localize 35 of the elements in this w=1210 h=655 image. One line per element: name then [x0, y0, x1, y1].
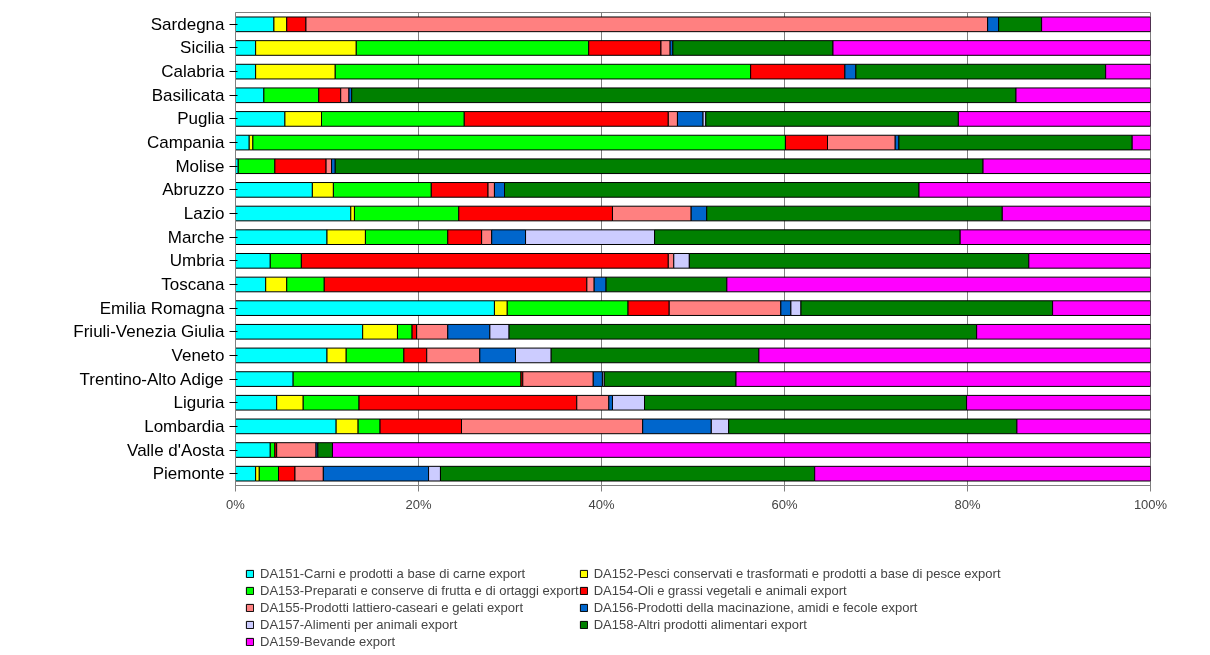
y-tick-label: Umbria	[169, 251, 226, 271]
y-tick-label: Valle d'Aosta	[127, 440, 226, 460]
y-tick-label: Molise	[175, 156, 225, 176]
y-tick-label: Basilicata	[151, 85, 226, 105]
y-tick-label: Toscana	[161, 274, 226, 294]
x-tick-label: 0%	[226, 496, 246, 512]
y-tick-label: Piemonte	[152, 464, 225, 484]
y-tick-label: Liguria	[173, 393, 226, 413]
x-tick-label: 20%	[405, 496, 432, 512]
legend-label: DA157-Alimenti per animali export	[260, 616, 458, 633]
legend-label: DA151-Carni e prodotti a base di carne export	[260, 565, 526, 582]
x-tick-label: 40%	[588, 496, 615, 512]
legend-label: DA152-Pesci conservati e trasformati e prodotti a base di pesce export	[593, 565, 1001, 582]
legend-label: DA153-Preparati e conserve di frutta e di ortaggi export	[260, 582, 579, 599]
y-tick-label: Lazio	[183, 204, 225, 224]
x-tick-label: 100%	[1133, 496, 1168, 512]
y-tick-label: Friuli-Venezia Giulia	[73, 322, 226, 342]
y-tick-label: Puglia	[177, 109, 226, 129]
y-tick-label: Calabria	[161, 62, 226, 82]
y-tick-label: Emilia Romagna	[99, 298, 226, 318]
legend-label: DA156-Prodotti della macinazione, amidi e fecole export	[593, 599, 918, 616]
legend-label: DA154-Oli e grassi vegetali e animali export	[593, 582, 847, 599]
y-tick-label: Campania	[147, 133, 226, 153]
y-tick-label: Sardegna	[150, 14, 226, 34]
legend-label: DA159-Bevande export	[260, 633, 396, 650]
y-tick-label: Marche	[167, 227, 225, 247]
y-tick-label: Sicilia	[180, 38, 226, 58]
x-tick-label: 80%	[954, 496, 981, 512]
y-tick-label: Trentino-Alto Adige	[79, 369, 224, 389]
y-tick-label: Lombardia	[144, 416, 226, 436]
legend-label: DA155-Prodotti lattiero-caseari e gelati export	[260, 599, 524, 616]
legend-label: DA158-Altri prodotti alimentari export	[593, 616, 807, 633]
x-tick-label: 60%	[771, 496, 798, 512]
y-tick-label: Veneto	[171, 345, 225, 365]
y-tick-label: Abruzzo	[162, 180, 225, 200]
